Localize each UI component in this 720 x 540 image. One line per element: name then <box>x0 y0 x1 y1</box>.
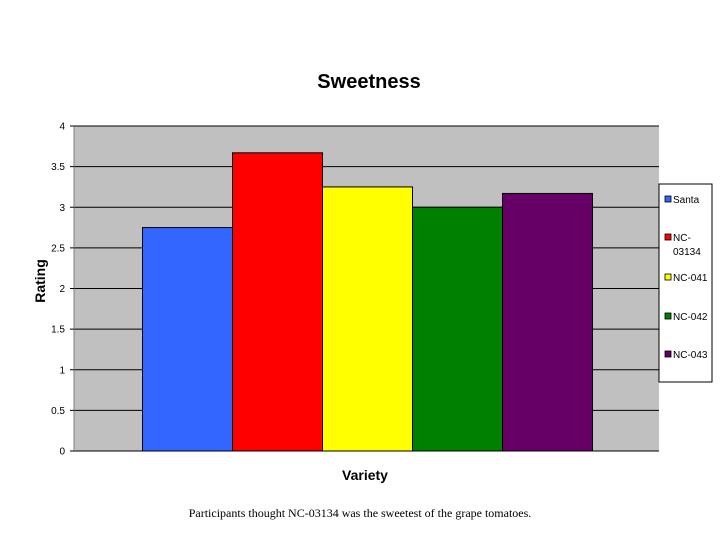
chart-title: Sweetness <box>317 71 420 93</box>
y-tick-label: 2.5 <box>51 243 65 254</box>
y-tick-label: 2 <box>59 284 65 295</box>
legend-box <box>658 183 713 383</box>
bar-nc-042 <box>412 206 503 452</box>
y-tick-label: 1 <box>59 365 65 376</box>
bars <box>142 152 593 452</box>
bar-nc-041 <box>322 186 413 452</box>
legend-label: NC-03134 <box>673 233 701 258</box>
legend-label: NC-041 <box>673 273 708 284</box>
bar-nc-03134 <box>232 152 323 452</box>
legend-label: Santa <box>673 195 700 206</box>
legend-label: NC-043 <box>673 350 708 361</box>
y-tick-label: 0 <box>59 447 65 458</box>
legend-item-santa: Santa <box>664 195 700 206</box>
legend-swatch <box>664 273 672 281</box>
legend: Santa NC-03134 NC-041 NC-042 NC-043 <box>658 183 713 383</box>
y-axis-title: Rating <box>32 259 48 303</box>
y-tick-label: 3 <box>59 203 65 214</box>
legend-item-nc-03134: NC-03134 <box>664 233 701 258</box>
legend-items: Santa NC-03134 NC-041 NC-042 NC-043 <box>664 195 708 361</box>
bar-nc-043 <box>502 192 593 452</box>
legend-item-nc-043: NC-043 <box>664 350 708 361</box>
legend-label: NC-042 <box>673 312 708 323</box>
y-tick-label: 4 <box>59 122 65 133</box>
y-tick-label: 1.5 <box>51 325 65 336</box>
legend-swatch <box>664 312 672 320</box>
legend-swatch <box>664 233 672 241</box>
y-tick-label: 3.5 <box>51 162 65 173</box>
legend-item-nc-042: NC-042 <box>664 312 708 323</box>
bar-santa <box>142 227 233 452</box>
legend-swatch <box>664 195 672 203</box>
x-axis-title: Variety <box>342 467 388 483</box>
legend-swatch <box>664 350 672 358</box>
y-axis-ticks: 0 0.5 1 1.5 2 2.5 3 3.5 4 <box>51 122 74 458</box>
y-tick-label: 0.5 <box>51 406 65 417</box>
chart-caption: Participants thought NC-03134 was the sw… <box>188 506 532 520</box>
legend-item-nc-041: NC-041 <box>664 273 708 284</box>
